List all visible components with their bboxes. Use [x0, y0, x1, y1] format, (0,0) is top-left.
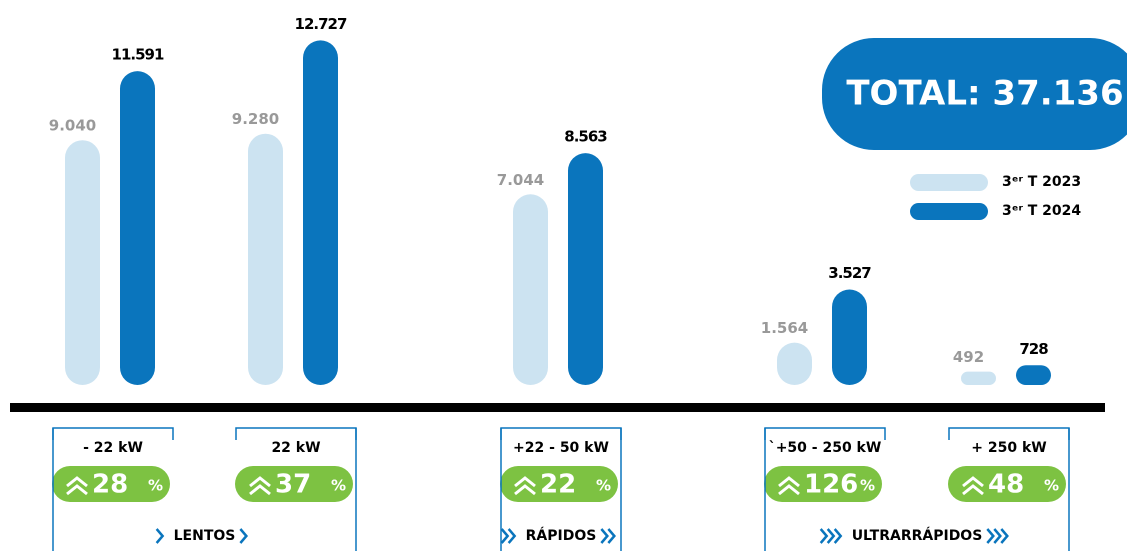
growth-value: 126	[804, 470, 858, 500]
value-label: 7.044	[497, 171, 544, 189]
growth-value: 37	[275, 470, 311, 500]
bar	[65, 140, 100, 385]
up-icon	[962, 476, 984, 496]
chevron-icon	[155, 528, 165, 544]
growth-unit: %	[596, 477, 611, 495]
chevron-icon	[607, 528, 616, 544]
chevron-icon	[993, 528, 1002, 544]
bar	[568, 153, 603, 385]
chevron-icon	[833, 528, 843, 544]
growth-unit: %	[1044, 477, 1059, 495]
value-label: 3.527	[828, 264, 871, 282]
bracket	[52, 427, 174, 440]
up-icon	[66, 476, 88, 496]
chevron-icon	[239, 528, 249, 544]
value-label: 8.563	[564, 128, 607, 146]
category-label: + 250 kW	[971, 440, 1046, 456]
chevron-icon	[986, 528, 995, 544]
group-label: LENTOS	[174, 528, 236, 544]
chevron-icon	[600, 528, 609, 544]
chevron-icon	[819, 528, 829, 544]
value-label: 492	[953, 348, 984, 366]
value-label: 11.591	[112, 46, 164, 64]
up-icon	[249, 476, 271, 496]
bar	[248, 133, 283, 385]
value-label: 9.040	[49, 117, 96, 135]
legend-label: 3ᵉʳ T 2024	[1002, 203, 1081, 219]
legend-swatch	[910, 203, 988, 220]
growth-unit: %	[148, 477, 163, 495]
bar	[1016, 365, 1051, 385]
growth-pill	[764, 466, 882, 502]
bar	[303, 40, 338, 385]
value-label: 12.727	[295, 15, 347, 33]
growth-pill	[52, 466, 170, 502]
value-label: 1.564	[761, 319, 808, 337]
legend-label: 3ᵉʳ T 2023	[1002, 174, 1081, 190]
growth-unit: %	[331, 477, 346, 495]
chevron-icon	[826, 528, 836, 544]
chevron-icon	[500, 528, 510, 544]
growth-value: 22	[540, 470, 576, 500]
value-label: 9.280	[232, 110, 279, 128]
bar	[832, 289, 867, 385]
chevron-icon	[1000, 528, 1009, 544]
value-label: 728	[1019, 340, 1048, 358]
up-icon	[778, 476, 800, 496]
bracket	[235, 427, 357, 440]
category-label: +22 - 50 kW	[513, 440, 609, 456]
bracket	[500, 427, 622, 440]
bar	[120, 71, 155, 386]
bracket	[948, 427, 1070, 440]
total-badge	[822, 38, 1127, 150]
bar	[513, 194, 548, 385]
category-label: - 22 kW	[83, 440, 143, 456]
group-label: RÁPIDOS	[526, 527, 597, 544]
growth-pill	[500, 466, 618, 502]
category-label: 22 kW	[271, 440, 320, 456]
bracket	[764, 427, 886, 440]
bar	[961, 371, 996, 385]
up-icon	[514, 476, 536, 496]
group-label: ULTRARRÁPIDOS	[852, 527, 983, 544]
chevron-icon	[507, 528, 517, 544]
growth-value: 28	[92, 470, 128, 500]
growth-value: 48	[988, 470, 1024, 500]
category-label: `+50 - 250 kW	[769, 440, 882, 456]
growth-pill	[948, 466, 1066, 502]
growth-unit: %	[860, 477, 875, 495]
legend-swatch	[910, 174, 988, 191]
bar	[777, 342, 812, 385]
total: TOTAL: 37.136	[846, 74, 1123, 114]
growth-pill	[235, 466, 353, 502]
baseline	[10, 403, 1105, 412]
